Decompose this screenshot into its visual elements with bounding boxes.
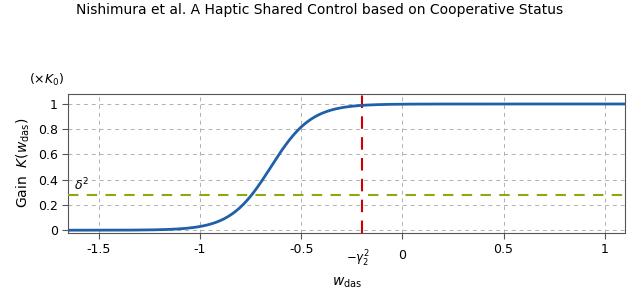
X-axis label: $w_{\mathrm{das}}$: $w_{\mathrm{das}}$	[332, 276, 362, 290]
Text: $\delta^2$: $\delta^2$	[74, 177, 90, 194]
Text: Nishimura et al. A Haptic Shared Control based on Cooperative Status: Nishimura et al. A Haptic Shared Control…	[76, 3, 564, 17]
Text: $-\gamma_2^2$: $-\gamma_2^2$	[346, 249, 370, 269]
Y-axis label: Gain  $K(w_{\mathrm{das}})$: Gain $K(w_{\mathrm{das}})$	[15, 118, 33, 209]
Text: 0: 0	[398, 249, 406, 262]
Text: $(\times K_0)$: $(\times K_0)$	[29, 72, 65, 88]
